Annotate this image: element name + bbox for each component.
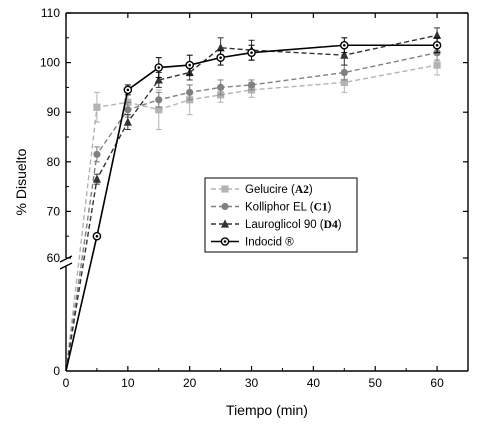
data-point (340, 68, 348, 77)
legend-label: Kolliphor EL (C1) (245, 202, 332, 214)
x-axis-title: Tiempo (min) (226, 402, 308, 418)
data-point (155, 106, 163, 114)
marker-dot (343, 43, 346, 47)
data-point (247, 81, 256, 89)
legend-label: Lauroglicol 90 (D4) (245, 219, 342, 231)
marker-dot (157, 66, 161, 69)
legend-label: Indocid ® (245, 237, 294, 249)
data-point (340, 78, 348, 87)
data-point (247, 48, 256, 57)
data-point (93, 103, 101, 111)
marker-dot (95, 234, 99, 238)
data-point (123, 117, 132, 126)
axis-break-mark (59, 262, 73, 270)
x-tick-label: 10 (121, 376, 135, 390)
data-point (340, 50, 349, 59)
y-tick-label: 60 (47, 251, 61, 265)
x-tick-label: 20 (183, 376, 197, 390)
axis-break-mark (59, 255, 73, 263)
data-point (217, 83, 225, 91)
y-tick-label: 0 (53, 364, 60, 378)
data-point (185, 60, 194, 70)
data-point (155, 96, 163, 104)
legend-label: Gelucire (A2) (245, 184, 313, 196)
legend-marker (220, 237, 230, 246)
legend-box (204, 177, 358, 253)
marker-dot (223, 240, 227, 243)
x-tick-label: 40 (307, 376, 321, 390)
y-tick-label: 70 (47, 204, 61, 218)
plot-frame (59, 12, 469, 372)
marker-dot (126, 88, 130, 92)
legend: Gelucire (A2) Kolliphor EL (C1) Lauroglico… (204, 177, 358, 253)
y-tick-label: 110 (41, 6, 60, 20)
data-point (216, 43, 225, 52)
data-point (216, 53, 225, 62)
data-point (154, 63, 164, 72)
legend-marker (221, 185, 229, 193)
y-tick-label: 80 (47, 155, 61, 169)
data-point (432, 30, 442, 39)
series-3 (65, 37, 442, 372)
data-point (433, 61, 441, 69)
x-tick-label: 30 (245, 376, 259, 390)
data-point (93, 150, 101, 158)
data-point (432, 40, 442, 50)
data-point (340, 40, 349, 50)
y-tick-label: 90 (47, 105, 61, 119)
x-tick-label: 60 (430, 376, 444, 390)
marker-dot (219, 56, 222, 59)
data-point (124, 106, 132, 114)
series-layer (65, 27, 442, 372)
data-point (92, 174, 102, 183)
data-point (123, 85, 133, 95)
data-point (154, 75, 163, 84)
y-axis-title: % Disuelto (13, 148, 29, 215)
series-line (65, 34, 438, 372)
marker-dot (250, 51, 253, 54)
marker-dot (435, 43, 439, 47)
y-tick-label: 100 (40, 56, 60, 70)
x-tick-label: 0 (63, 376, 70, 390)
axes-layer: 0 10 20 30 40 50 60 60 70 80 90 100 110 0 (40, 6, 468, 390)
marker-dot (188, 63, 191, 67)
legend-marker (221, 202, 229, 211)
data-point (186, 88, 194, 96)
legend-marker (220, 219, 230, 228)
x-tick-label: 50 (369, 376, 383, 390)
data-point (92, 231, 102, 241)
